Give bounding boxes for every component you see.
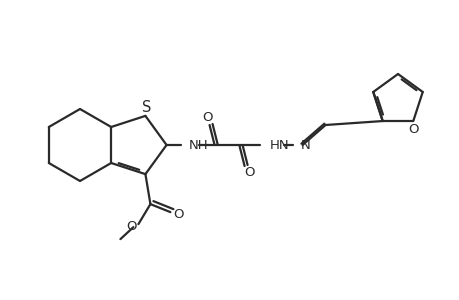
Text: O: O bbox=[407, 122, 418, 136]
Text: N: N bbox=[300, 139, 310, 152]
Text: O: O bbox=[202, 110, 213, 124]
Text: O: O bbox=[173, 208, 183, 220]
Text: O: O bbox=[244, 167, 254, 179]
Text: NH: NH bbox=[188, 139, 208, 152]
Text: O: O bbox=[126, 220, 136, 232]
Text: S: S bbox=[141, 100, 151, 116]
Text: HN: HN bbox=[269, 139, 289, 152]
